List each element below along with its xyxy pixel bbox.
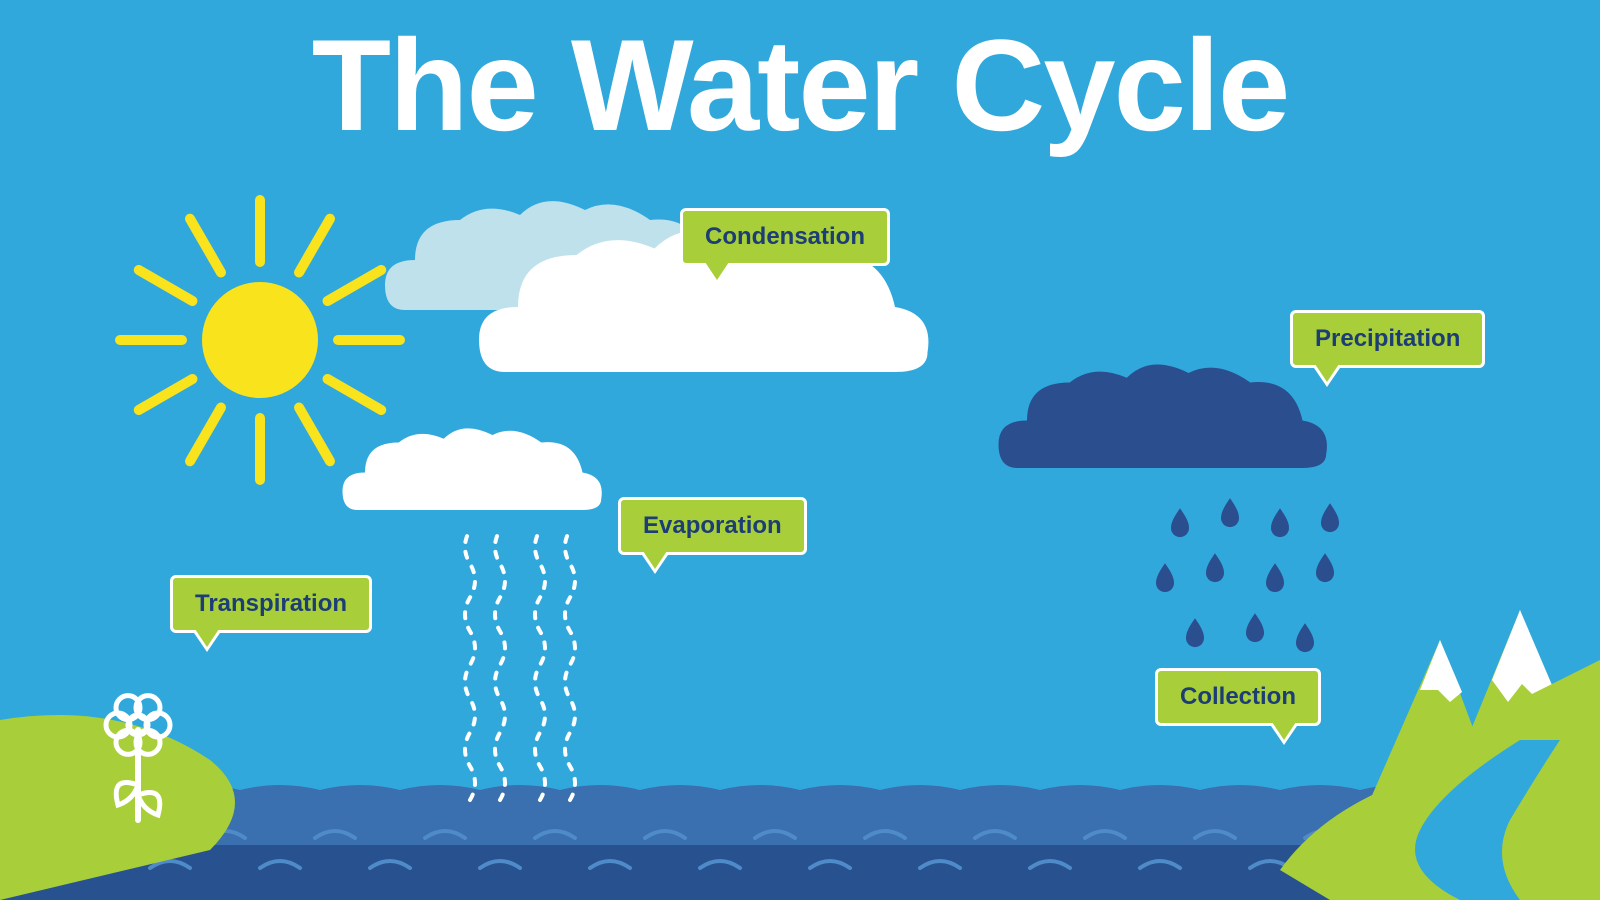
label-precipitation: Precipitation: [1290, 310, 1485, 368]
label-transpiration: Transpiration: [170, 575, 372, 633]
label-text: Precipitation: [1315, 325, 1460, 352]
label-condensation: Condensation: [680, 208, 890, 266]
label-collection: Collection: [1155, 668, 1321, 726]
label-text: Transpiration: [195, 590, 347, 617]
page-title: The Water Cycle: [312, 10, 1289, 160]
label-tail: [643, 551, 667, 569]
label-text: Condensation: [705, 223, 865, 250]
label-tail: [1315, 364, 1339, 382]
label-evaporation: Evaporation: [618, 497, 807, 555]
water-cycle-canvas: The Water Cycle Condensation Precipitati…: [0, 0, 1600, 900]
label-text: Collection: [1180, 683, 1296, 710]
label-tail: [705, 262, 729, 280]
label-tail: [195, 629, 219, 647]
label-text: Evaporation: [643, 512, 782, 539]
label-tail: [1272, 722, 1296, 740]
